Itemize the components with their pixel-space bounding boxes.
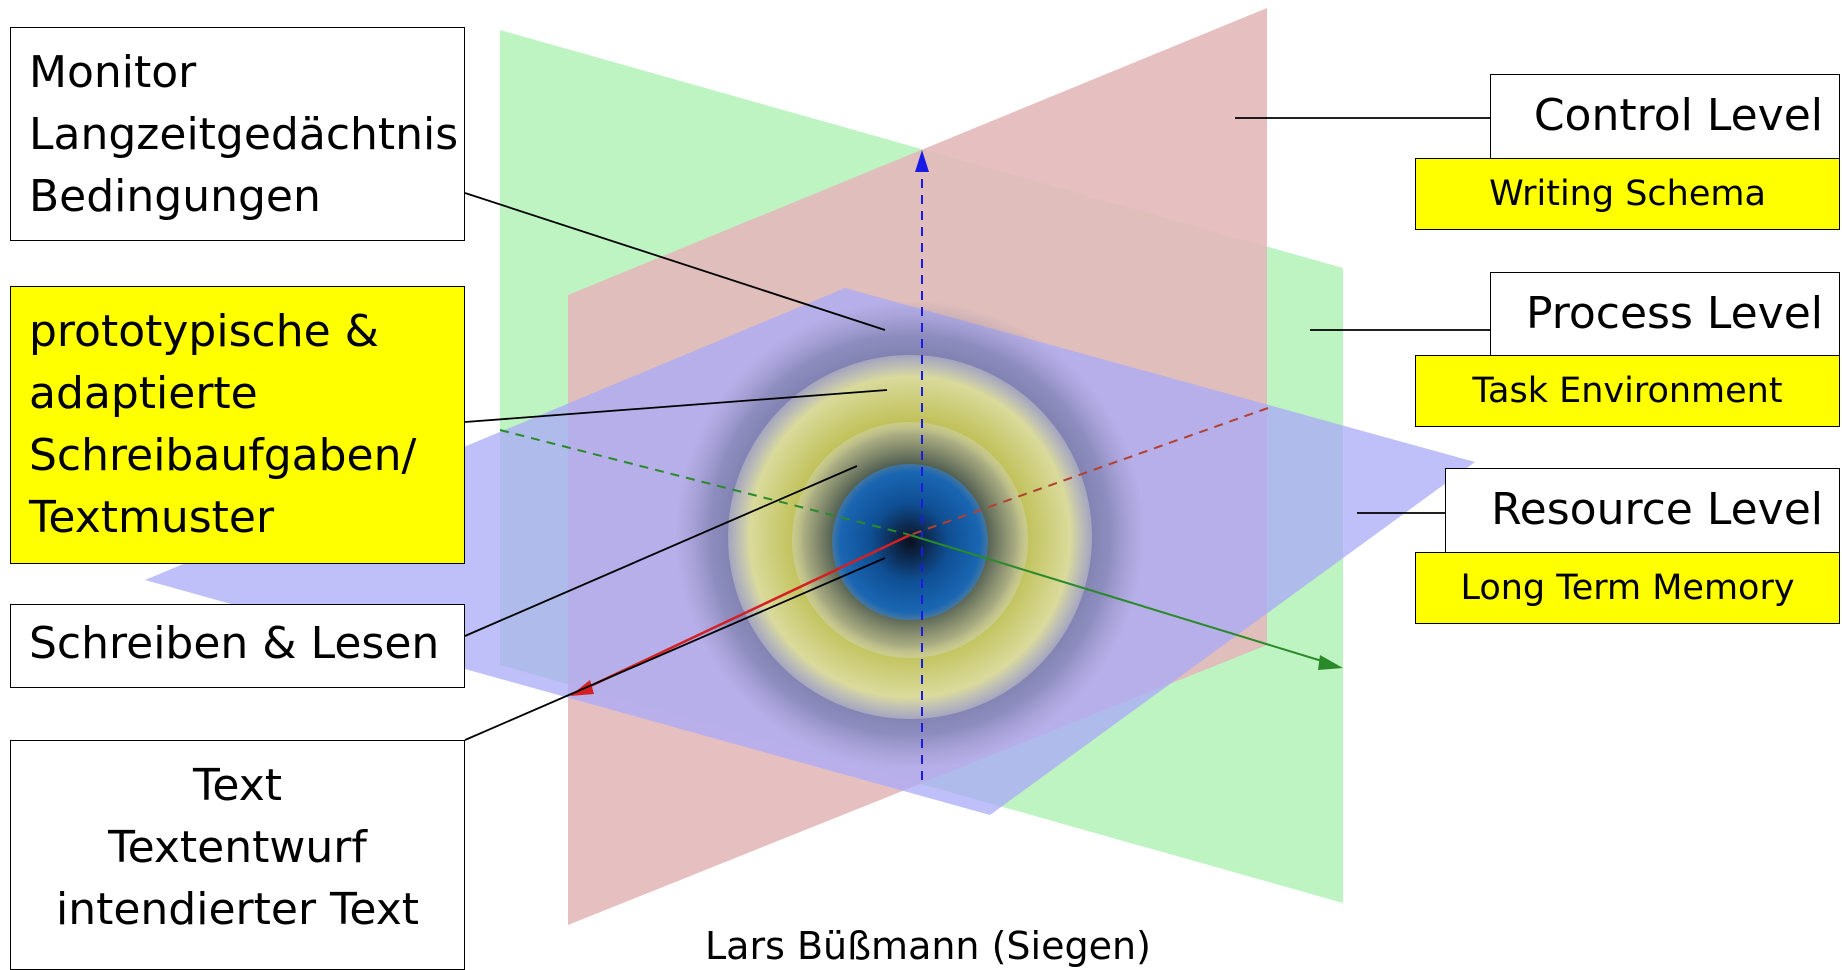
y-axis [909,534,1336,666]
control-level-text: Control Level [1533,90,1823,141]
label-monitor-line: Monitor [29,47,197,98]
leader-writing [464,465,858,637]
label-text-line: intendierter Text [55,884,420,935]
leader-text [464,557,886,741]
label-monitor-line: Bedingungen [29,171,321,222]
y-axis-arrow [1318,655,1343,670]
process-level-text: Process Level [1525,288,1823,339]
label-text-line: Text [193,760,282,811]
label-tasks: prototypische & adaptierte Schreibaufgab… [10,286,465,564]
label-tasks-line: Schreibaufgaben/ [29,430,417,481]
label-writing-reading: Schreiben & Lesen [10,604,465,688]
label-tasks-line: prototypische & [29,306,379,357]
label-control-level: Control Level [1490,74,1840,160]
tag-task-environment: Task Environment [1415,355,1840,427]
author-credit: Lars Büßmann (Siegen) [705,924,1151,968]
leader-tasks [464,389,888,423]
label-monitor-line: Langzeitgedächtnis [29,109,459,160]
z-axis-arrow [915,150,929,172]
label-text: Text Textentwurf intendierter Text [10,740,465,970]
tag-long-term-memory: Long Term Memory [1415,552,1840,624]
label-text-line: Textentwurf [108,822,367,873]
label-monitor: Monitor Langzeitgedächtnis Bedingungen [10,27,465,241]
label-tasks-line: Textmuster [29,492,275,543]
text-core-sphere [832,464,988,620]
label-writing-text: Schreiben & Lesen [29,618,440,669]
label-resource-level: Resource Level [1445,468,1840,554]
task-environment-text: Task Environment [1472,371,1783,411]
tag-writing-schema: Writing Schema [1415,158,1840,230]
x-axis [581,533,911,692]
long-term-memory-text: Long Term Memory [1460,568,1795,608]
y-axis-dashed [499,429,911,536]
label-tasks-line: adaptierte [29,368,258,419]
resource-level-text: Resource Level [1491,484,1823,535]
label-process-level: Process Level [1490,272,1840,358]
writing-schema-text: Writing Schema [1489,174,1766,214]
leader-monitor [464,192,886,331]
